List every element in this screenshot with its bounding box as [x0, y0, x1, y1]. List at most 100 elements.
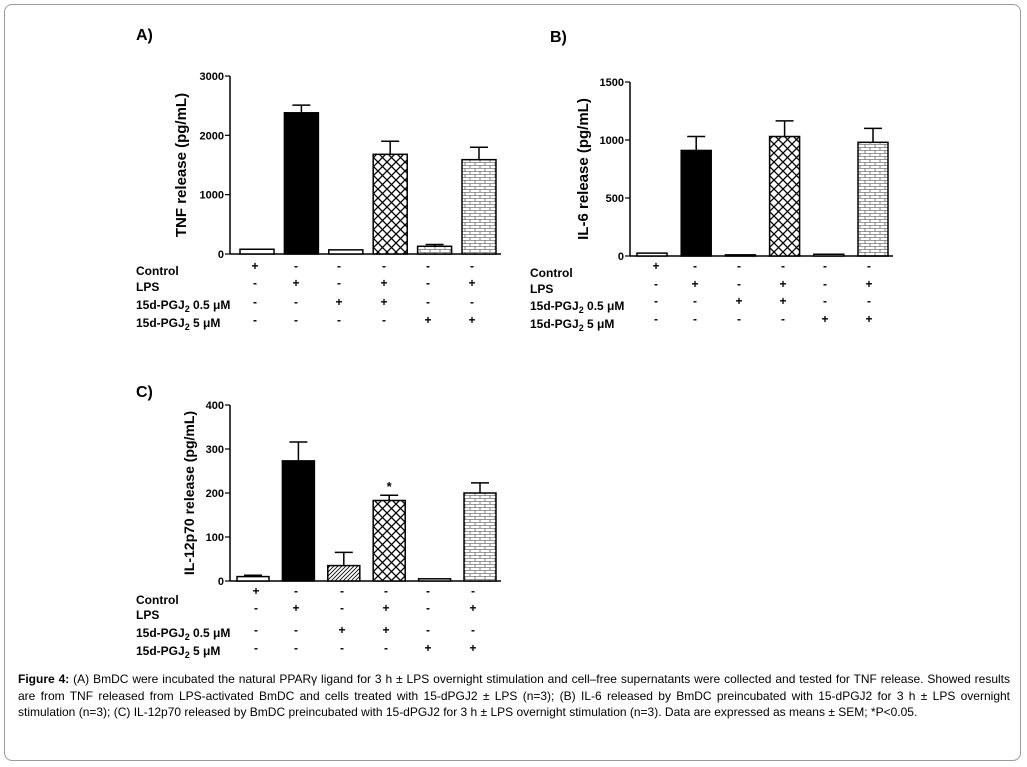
bar [463, 492, 497, 582]
condition-sign: + [779, 294, 786, 308]
panel-label: C) [136, 384, 153, 401]
y-axis-label: IL-12p70 release (pg/mL) [181, 411, 197, 575]
y-tick-label: 400 [206, 400, 224, 412]
condition-sign: - [426, 601, 430, 615]
bar [281, 460, 316, 582]
condition-sign: - [737, 277, 741, 291]
y-axis-label: TNF release (pg/mL) [173, 93, 190, 237]
condition-label-suffix: 0.5 μM [584, 299, 625, 313]
condition-label: 15d-PGJ2 0.5 μM [136, 298, 230, 314]
condition-label: Control [136, 593, 179, 607]
condition-label: LPS [530, 282, 553, 296]
condition-sign: - [254, 641, 258, 655]
condition-sign: - [470, 295, 474, 309]
condition-sign: + [338, 623, 345, 637]
condition-sign: + [292, 601, 299, 615]
condition-sign: - [823, 277, 827, 291]
bar [416, 245, 453, 255]
condition-sign: - [693, 294, 697, 308]
bar [327, 564, 361, 582]
condition-sign: + [735, 294, 742, 308]
condition-sign: - [654, 277, 658, 291]
condition-sign: - [867, 294, 871, 308]
condition-sign: + [335, 295, 342, 309]
y-tick-label: 500 [606, 193, 624, 205]
condition-label: 15d-PGJ2 5 μM [136, 316, 220, 332]
condition-sign: + [652, 259, 659, 273]
condition-sign: - [294, 584, 298, 598]
condition-label: LPS [136, 608, 159, 622]
condition-label: 15d-PGJ2 0.5 μM [530, 299, 624, 315]
condition-sign: - [337, 276, 341, 290]
y-tick-label: 0 [218, 249, 224, 261]
condition-label-subscript: 2 [579, 305, 584, 315]
y-tick-label: 1500 [600, 77, 624, 89]
condition-sign: - [823, 259, 827, 273]
caption-text: (A) BmDC were incubated the natural PPAR… [18, 672, 1011, 719]
y-tick-label: 0 [618, 251, 624, 263]
condition-sign: - [340, 601, 344, 615]
y-tick-label: 2000 [200, 130, 224, 142]
condition-sign: - [253, 276, 257, 290]
bar [328, 249, 364, 255]
bar [636, 252, 668, 257]
condition-sign: - [382, 259, 386, 273]
panel-a-chart: A) TNF release (pg/mL) 0 1000 2000 3000 Contro… [136, 27, 501, 332]
condition-sign: - [781, 259, 785, 273]
condition-sign: + [468, 276, 475, 290]
condition-sign: - [340, 641, 344, 655]
condition-label-text: Control [530, 266, 573, 280]
condition-label-subscript: 2 [185, 322, 190, 332]
condition-sign: - [737, 259, 741, 273]
condition-label-text: 15d-PGJ [136, 316, 185, 330]
bar [372, 499, 406, 582]
figure-caption: Figure 4: (A) BmDC were incubated the na… [18, 671, 1010, 721]
bar [461, 158, 497, 255]
bar [724, 254, 757, 257]
condition-sign: - [823, 294, 827, 308]
condition-sign: + [382, 601, 389, 615]
condition-label-text: LPS [530, 282, 553, 296]
condition-sign: - [253, 313, 257, 327]
condition-sign: - [471, 623, 475, 637]
condition-sign: - [470, 259, 474, 273]
condition-sign: + [251, 259, 258, 273]
condition-label-subscript: 2 [579, 323, 584, 333]
condition-label-suffix: 0.5 μM [190, 298, 231, 312]
condition-sign: + [865, 312, 872, 326]
y-tick-label: 200 [206, 488, 224, 500]
condition-sign: - [253, 295, 257, 309]
panel-b-chart: B) IL-6 release (pg/mL) 0 500 1000 1500 Contro… [530, 29, 893, 333]
condition-sign: + [691, 277, 698, 291]
y-tick-label: 100 [206, 532, 224, 544]
condition-sign: - [384, 641, 388, 655]
condition-label: Control [136, 264, 179, 278]
condition-label-text: Control [136, 593, 179, 607]
condition-sign: + [292, 276, 299, 290]
condition-sign: + [865, 277, 872, 291]
bar [283, 112, 320, 255]
condition-sign: + [469, 601, 476, 615]
bar [680, 149, 712, 257]
condition-label: 15d-PGJ2 5 μM [136, 644, 220, 660]
condition-sign: - [654, 294, 658, 308]
panel-label: A) [136, 27, 153, 44]
condition-label-suffix: 5 μM [584, 317, 615, 331]
bar [236, 575, 270, 582]
bar [813, 253, 845, 257]
bar [417, 578, 452, 582]
condition-sign: - [781, 312, 785, 326]
condition-label-suffix: 5 μM [190, 644, 221, 658]
bar [768, 135, 801, 257]
y-tick-label: 300 [206, 444, 224, 456]
condition-sign: - [382, 313, 386, 327]
y-tick-label: 1000 [200, 190, 224, 202]
condition-sign: + [380, 276, 387, 290]
condition-sign: - [426, 623, 430, 637]
condition-sign: - [294, 295, 298, 309]
condition-sign: - [426, 584, 430, 598]
condition-label-suffix: 5 μM [190, 316, 221, 330]
figure-frame [4, 4, 1021, 761]
condition-sign: - [254, 623, 258, 637]
